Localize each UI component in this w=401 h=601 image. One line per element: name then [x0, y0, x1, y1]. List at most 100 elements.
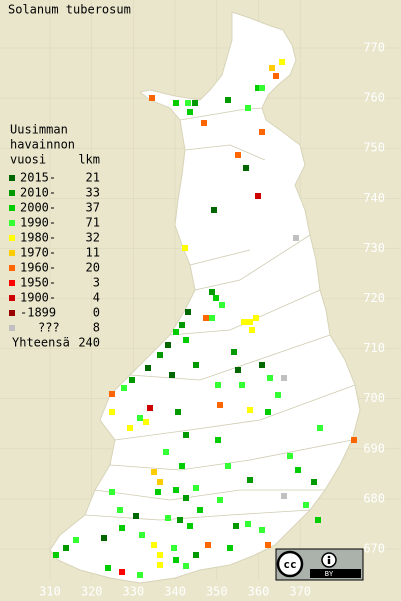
region-borders: [84, 107, 356, 521]
y-tick-label: 710: [363, 341, 385, 355]
legend-label: 1970-: [20, 246, 56, 260]
occurrence-square: [151, 542, 157, 548]
occurrence-square: [259, 527, 265, 533]
occurrence-square: [163, 449, 169, 455]
x-tick-label: 340: [164, 585, 186, 599]
occurrence-square: [157, 552, 163, 558]
occurrence-square: [317, 425, 323, 431]
occurrence-square: [157, 352, 163, 358]
occurrence-square: [73, 537, 79, 543]
occurrence-square: [171, 545, 177, 551]
occurrence-square: [173, 557, 179, 563]
occurrence-square: [269, 65, 275, 71]
occurrence-square: [255, 85, 261, 91]
y-tick-label: 720: [363, 291, 385, 305]
occurrence-square: [165, 342, 171, 348]
map-title: Solanum tuberosum: [8, 3, 131, 17]
occurrence-square: [139, 532, 145, 538]
legend-label: 2015-: [20, 171, 56, 185]
legend-label: -1899: [20, 306, 56, 320]
occurrence-square: [109, 489, 115, 495]
legend-label: 1960-: [20, 261, 56, 275]
occurrence-square: [183, 495, 189, 501]
occurrence-square: [145, 365, 151, 371]
occurrence-square: [233, 523, 239, 529]
by-icon-body: [327, 559, 331, 564]
y-tick-label: 770: [363, 41, 385, 55]
y-tick-label: 690: [363, 441, 385, 455]
legend-count: 20: [86, 261, 100, 275]
occurrence-square: [179, 463, 185, 469]
occurrence-square: [187, 109, 193, 115]
legend-label: 1950-: [20, 276, 56, 290]
legend-swatch: [9, 310, 15, 316]
occurrence-square: [109, 391, 115, 397]
occurrence-square: [101, 535, 107, 541]
y-tick-label: 700: [363, 391, 385, 405]
occurrence-square: [217, 402, 223, 408]
occurrence-square: [192, 100, 198, 106]
legend-swatch: [9, 175, 15, 181]
occurrence-square: [275, 392, 281, 398]
occurrence-square: [117, 507, 123, 513]
occurrence-square: [281, 493, 287, 499]
by-text: BY: [325, 570, 334, 578]
occurrence-square: [231, 349, 237, 355]
occurrence-square: [255, 193, 261, 199]
occurrence-square: [259, 85, 265, 91]
occurrence-square: [143, 419, 149, 425]
occurrence-square: [109, 409, 115, 415]
legend-count: 8: [93, 321, 100, 335]
occurrence-square: [183, 563, 189, 569]
occurrence-square: [351, 437, 357, 443]
x-tick-label: 370: [289, 585, 311, 599]
y-tick-label: 680: [363, 491, 385, 505]
occurrence-square: [311, 479, 317, 485]
cc-icon: [276, 550, 304, 578]
legend: Uusimman havainnon vuosi lkm Yhteensä 24…: [9, 123, 100, 350]
occurrence-square: [182, 245, 188, 251]
occurrence-square: [137, 572, 143, 578]
license-badge: cc BY: [275, 548, 364, 581]
x-tick-label: 360: [248, 585, 270, 599]
occurrence-square: [175, 409, 181, 415]
occurrence-square: [183, 432, 189, 438]
occurrence-square: [173, 487, 179, 493]
occurrence-square: [205, 542, 211, 548]
occurrence-square: [147, 405, 153, 411]
legend-count: 4: [93, 291, 100, 305]
occurrence-square: [267, 375, 273, 381]
occurrence-square: [259, 362, 265, 368]
occurrence-square: [53, 552, 59, 558]
occurrence-square: [209, 289, 215, 295]
legend-swatch: [9, 280, 15, 286]
occurrence-square: [253, 315, 259, 321]
occurrence-square: [129, 377, 135, 383]
occurrence-square: [235, 152, 241, 158]
occurrence-square: [219, 302, 225, 308]
occurrence-square: [211, 207, 217, 213]
occurrence-square: [177, 517, 183, 523]
legend-count: 33: [86, 186, 100, 200]
occurrence-square: [225, 463, 231, 469]
y-tick-label: 750: [363, 141, 385, 155]
x-tick-label: 310: [39, 585, 61, 599]
axis-ticks: 310 320 330 340 350 360 3706706806907007107207…: [39, 41, 385, 599]
occurrence-square: [295, 467, 301, 473]
occurrence-square: [217, 497, 223, 503]
occurrence-square: [279, 59, 285, 65]
occurrence-square: [247, 477, 253, 483]
x-tick-label: 320: [81, 585, 103, 599]
occurrence-square: [119, 525, 125, 531]
legend-count: 3: [93, 276, 100, 290]
occurrence-square: [213, 295, 219, 301]
occurrence-square: [281, 375, 287, 381]
occurrence-square: [179, 322, 185, 328]
y-tick-label: 760: [363, 91, 385, 105]
legend-swatch: [9, 325, 15, 331]
y-tick-label: 670: [363, 542, 385, 556]
occurrence-square: [173, 329, 179, 335]
legend-count-header: lkm: [78, 153, 100, 167]
occurrence-square: [227, 545, 233, 551]
